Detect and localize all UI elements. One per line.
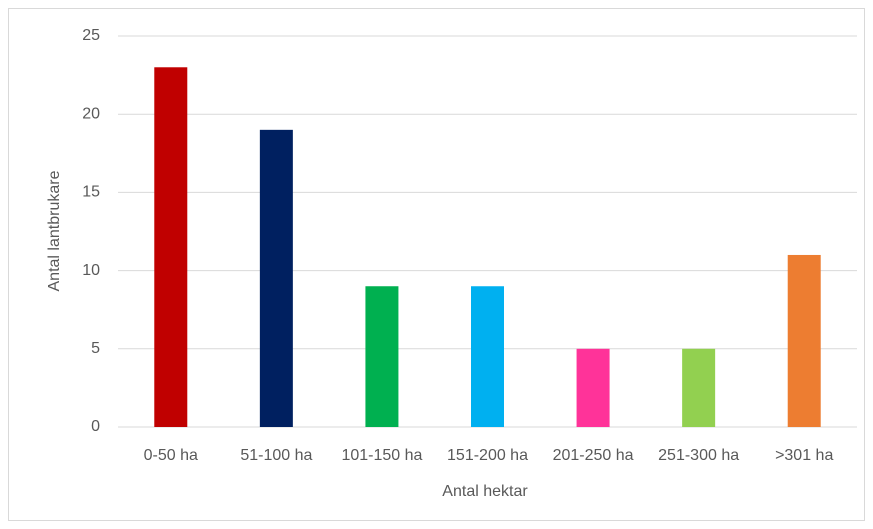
bar [787, 254, 821, 427]
bar [365, 286, 399, 427]
y-tick-label: 20 [82, 105, 100, 122]
x-tick-label: 201-250 ha [553, 447, 634, 464]
y-tick-label: 5 [91, 340, 100, 357]
y-tick-label: 10 [82, 262, 100, 279]
x-axis-label: Antal hektar [442, 483, 528, 500]
bar [259, 129, 293, 427]
bar [682, 348, 716, 427]
y-tick-label: 0 [91, 418, 100, 435]
chart-border [8, 8, 865, 521]
x-tick-label: 151-200 ha [447, 447, 528, 464]
x-tick-label: >301 ha [775, 447, 833, 464]
x-tick-label: 251-300 ha [658, 447, 739, 464]
y-axis-label: Antal lantbrukare [46, 170, 63, 291]
bar [471, 286, 504, 427]
bar [576, 348, 610, 427]
y-tick-label: 25 [82, 27, 100, 44]
x-tick-label: 101-150 ha [341, 447, 422, 464]
bar [154, 67, 188, 427]
x-tick-label: 0-50 ha [144, 447, 198, 464]
x-tick-label: 51-100 ha [240, 447, 312, 464]
y-tick-label: 15 [82, 184, 100, 201]
